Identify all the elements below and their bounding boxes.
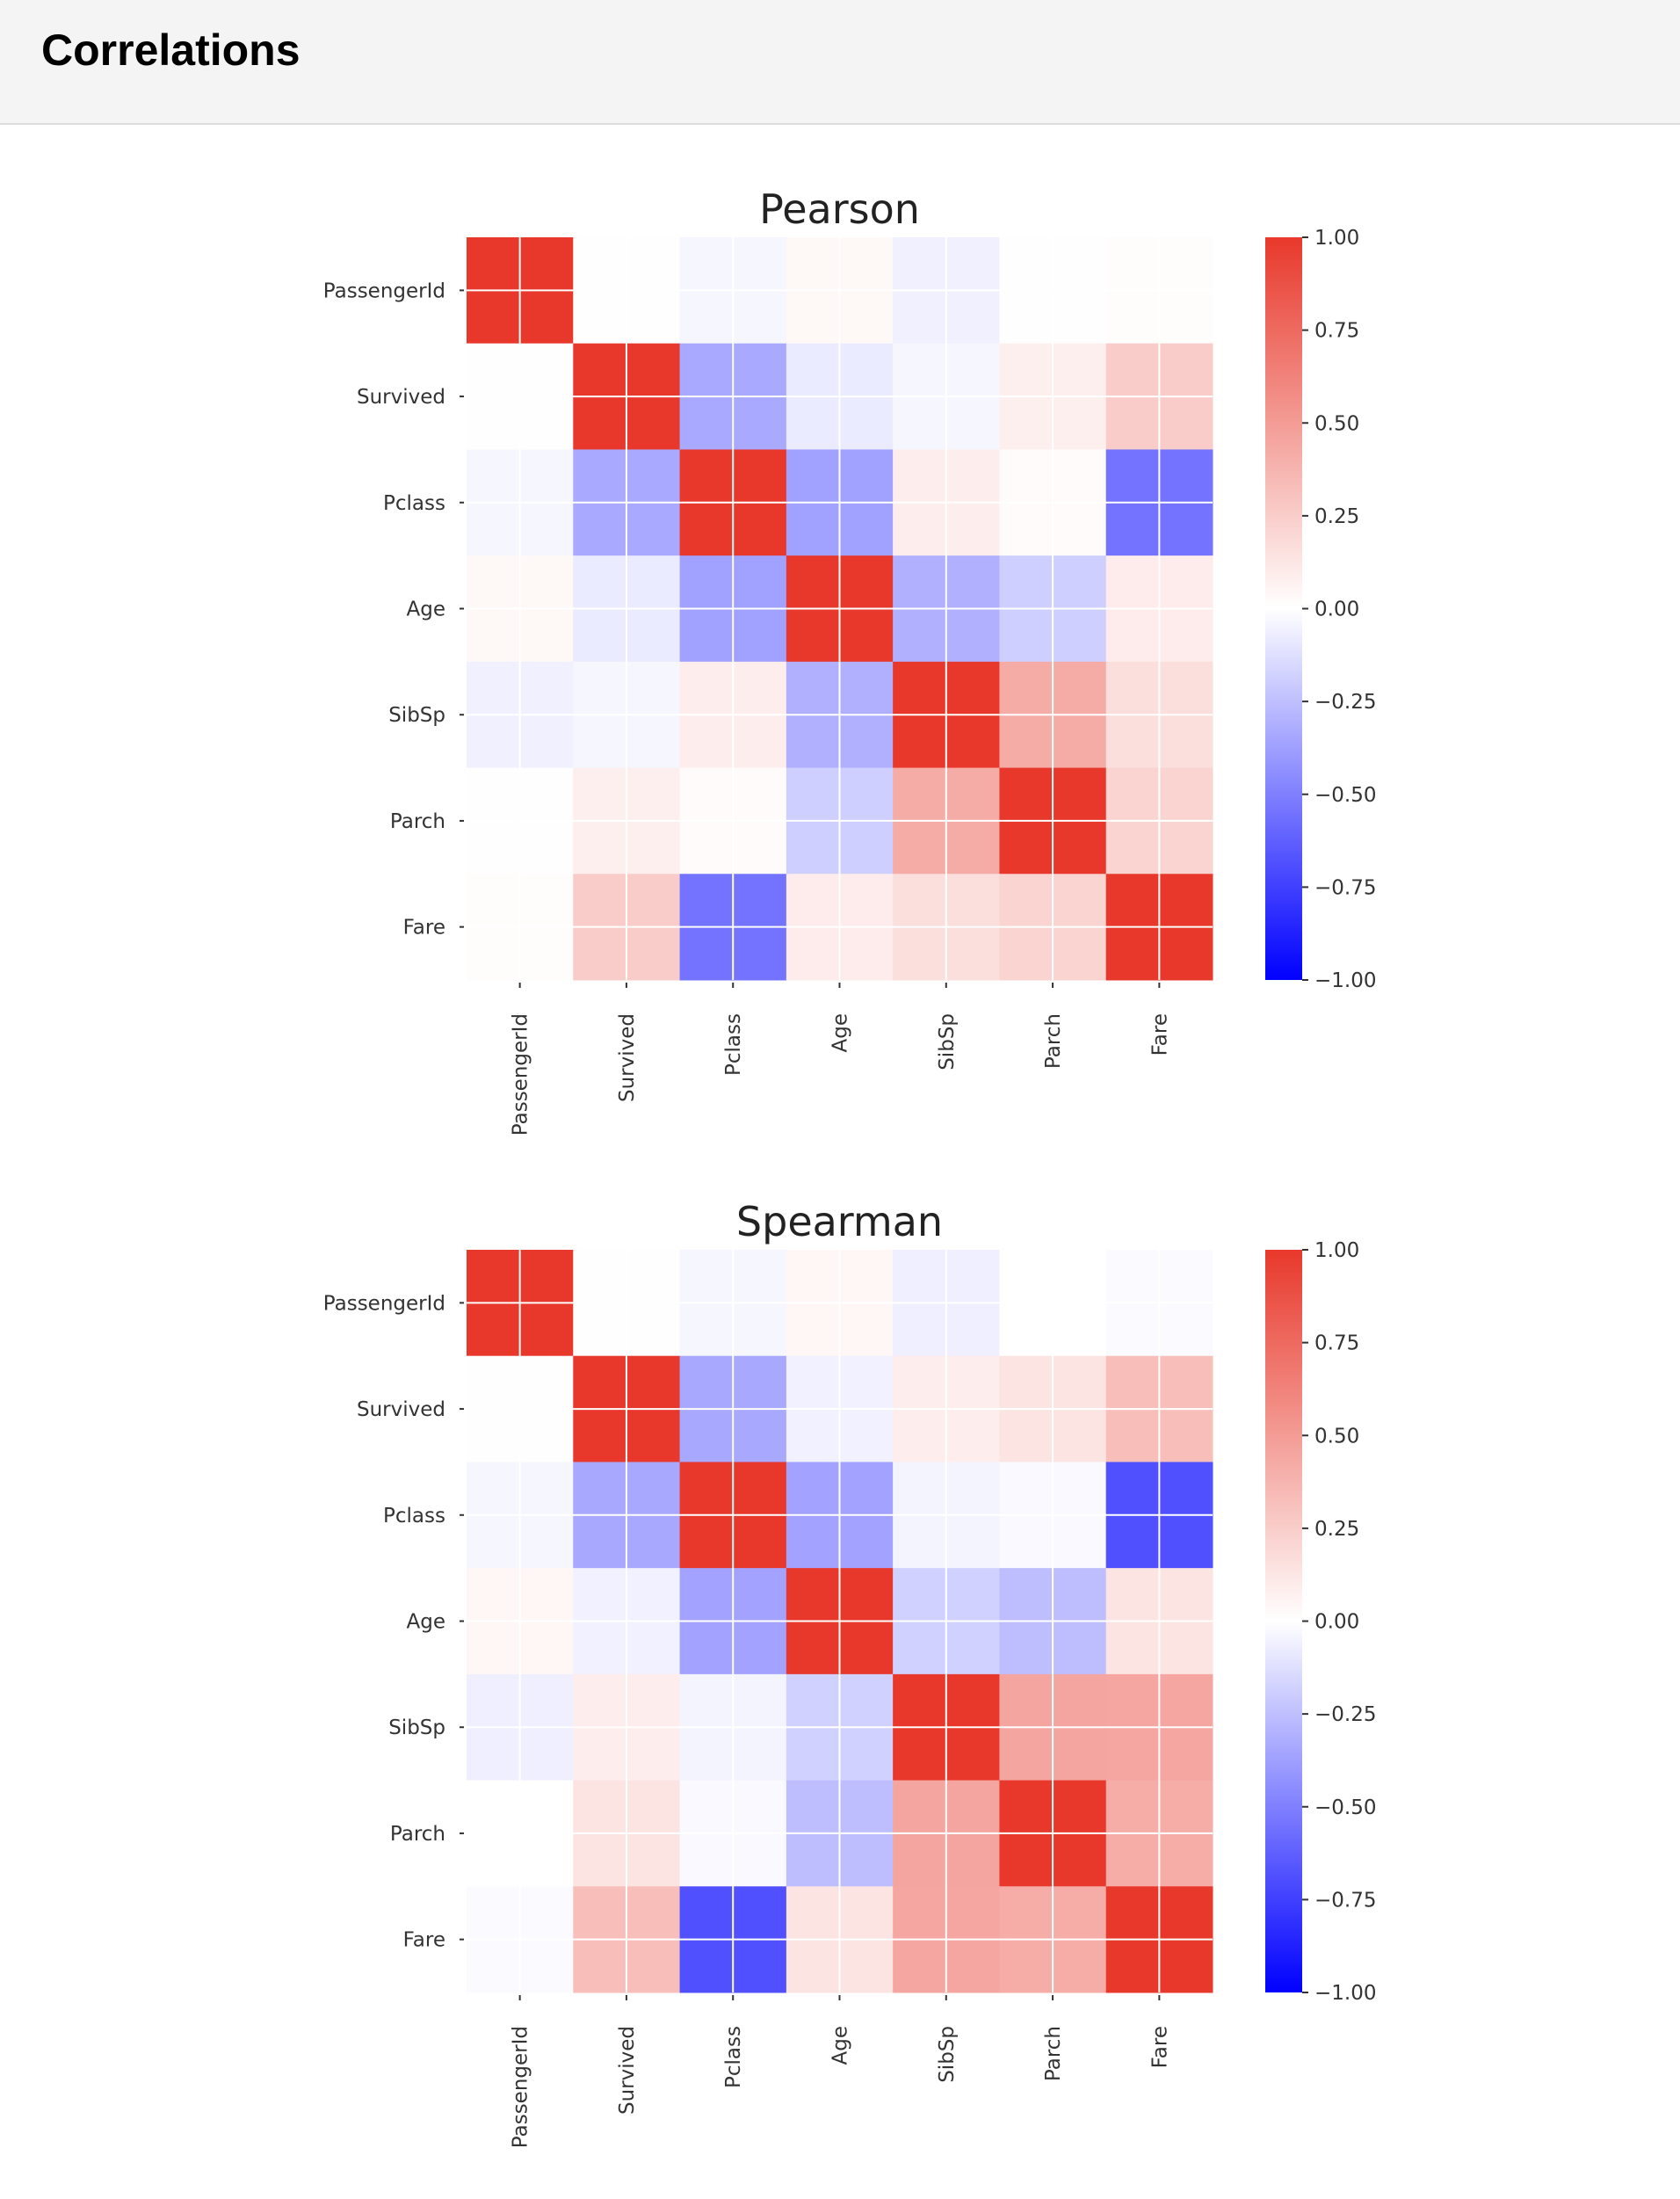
y-tick-label: Survived [357,1398,445,1421]
colorbar [1265,1250,1302,1992]
colorbar-tick-label: −0.25 [1314,1703,1376,1726]
y-tick-label: PassengerId [323,1292,445,1315]
spearman-heatmap: Spearman PassengerId PassengerId Survived Su… [323,1198,1377,2148]
y-tick-label: Parch [390,1823,445,1846]
colorbar-tick-label: 0.50 [1314,412,1359,435]
x-tick-label: SibSp [936,2026,959,2083]
y-tick-label: Fare [403,1929,445,1952]
x-tick-label: Fare [1148,2026,1171,2068]
colorbar-tick-label: −1.00 [1314,969,1376,992]
x-tick-label: Pclass [722,1013,745,1076]
colorbar-tick-label: −1.00 [1314,1982,1376,2005]
colorbar-tick-label: −0.50 [1314,784,1376,807]
chart-title: Spearman [736,1198,943,1245]
colorbar-tick-label: 0.25 [1314,1518,1359,1541]
colorbar-tick-label: 0.00 [1314,599,1359,621]
colorbar-tick-label: −0.75 [1314,1889,1376,1912]
x-tick-label: Age [829,1013,852,1052]
colorbar-tick-label: −0.50 [1314,1796,1376,1819]
section-header: Correlations [0,0,1680,125]
x-tick-label: PassengerId [510,1013,532,1136]
colorbar-tick-label: 0.75 [1314,320,1359,343]
colorbar [1265,237,1302,980]
colorbar-tick-label: 0.50 [1314,1425,1359,1448]
x-tick-label: Survived [616,2026,639,2115]
colorbar-tick-label: 1.00 [1314,227,1359,250]
y-tick-label: Fare [403,917,445,940]
colorbar-tick-label: 0.00 [1314,1611,1359,1634]
x-tick-label: Survived [616,1013,639,1102]
section-title: Correlations [41,25,301,75]
y-tick-label: PassengerId [323,279,445,302]
colorbar-tick-label: 0.25 [1314,505,1359,528]
y-tick-label: SibSp [388,1716,445,1739]
x-tick-label: Fare [1148,1013,1171,1056]
y-tick-label: SibSp [388,704,445,727]
y-tick-label: Pclass [383,492,445,515]
y-tick-label: Parch [390,810,445,833]
y-tick-label: Age [407,599,445,621]
x-tick-label: PassengerId [510,2026,532,2148]
pearson-heatmap: Pearson PassengerId PassengerId Survived Sur… [323,185,1377,1136]
colorbar-tick-label: 0.75 [1314,1332,1359,1355]
y-tick-label: Age [407,1611,445,1634]
x-tick-label: Age [829,2026,852,2065]
y-tick-label: Survived [357,386,445,409]
x-tick-label: Parch [1042,2026,1065,2081]
chart-title: Pearson [759,185,920,233]
y-tick-label: Pclass [383,1505,445,1528]
x-tick-label: Parch [1042,1013,1065,1069]
colorbar-tick-label: −0.25 [1314,691,1376,714]
x-tick-label: SibSp [936,1013,959,1070]
colorbar-tick-label: −0.75 [1314,876,1376,899]
x-tick-label: Pclass [722,2026,745,2088]
colorbar-tick-label: 1.00 [1314,1239,1359,1262]
